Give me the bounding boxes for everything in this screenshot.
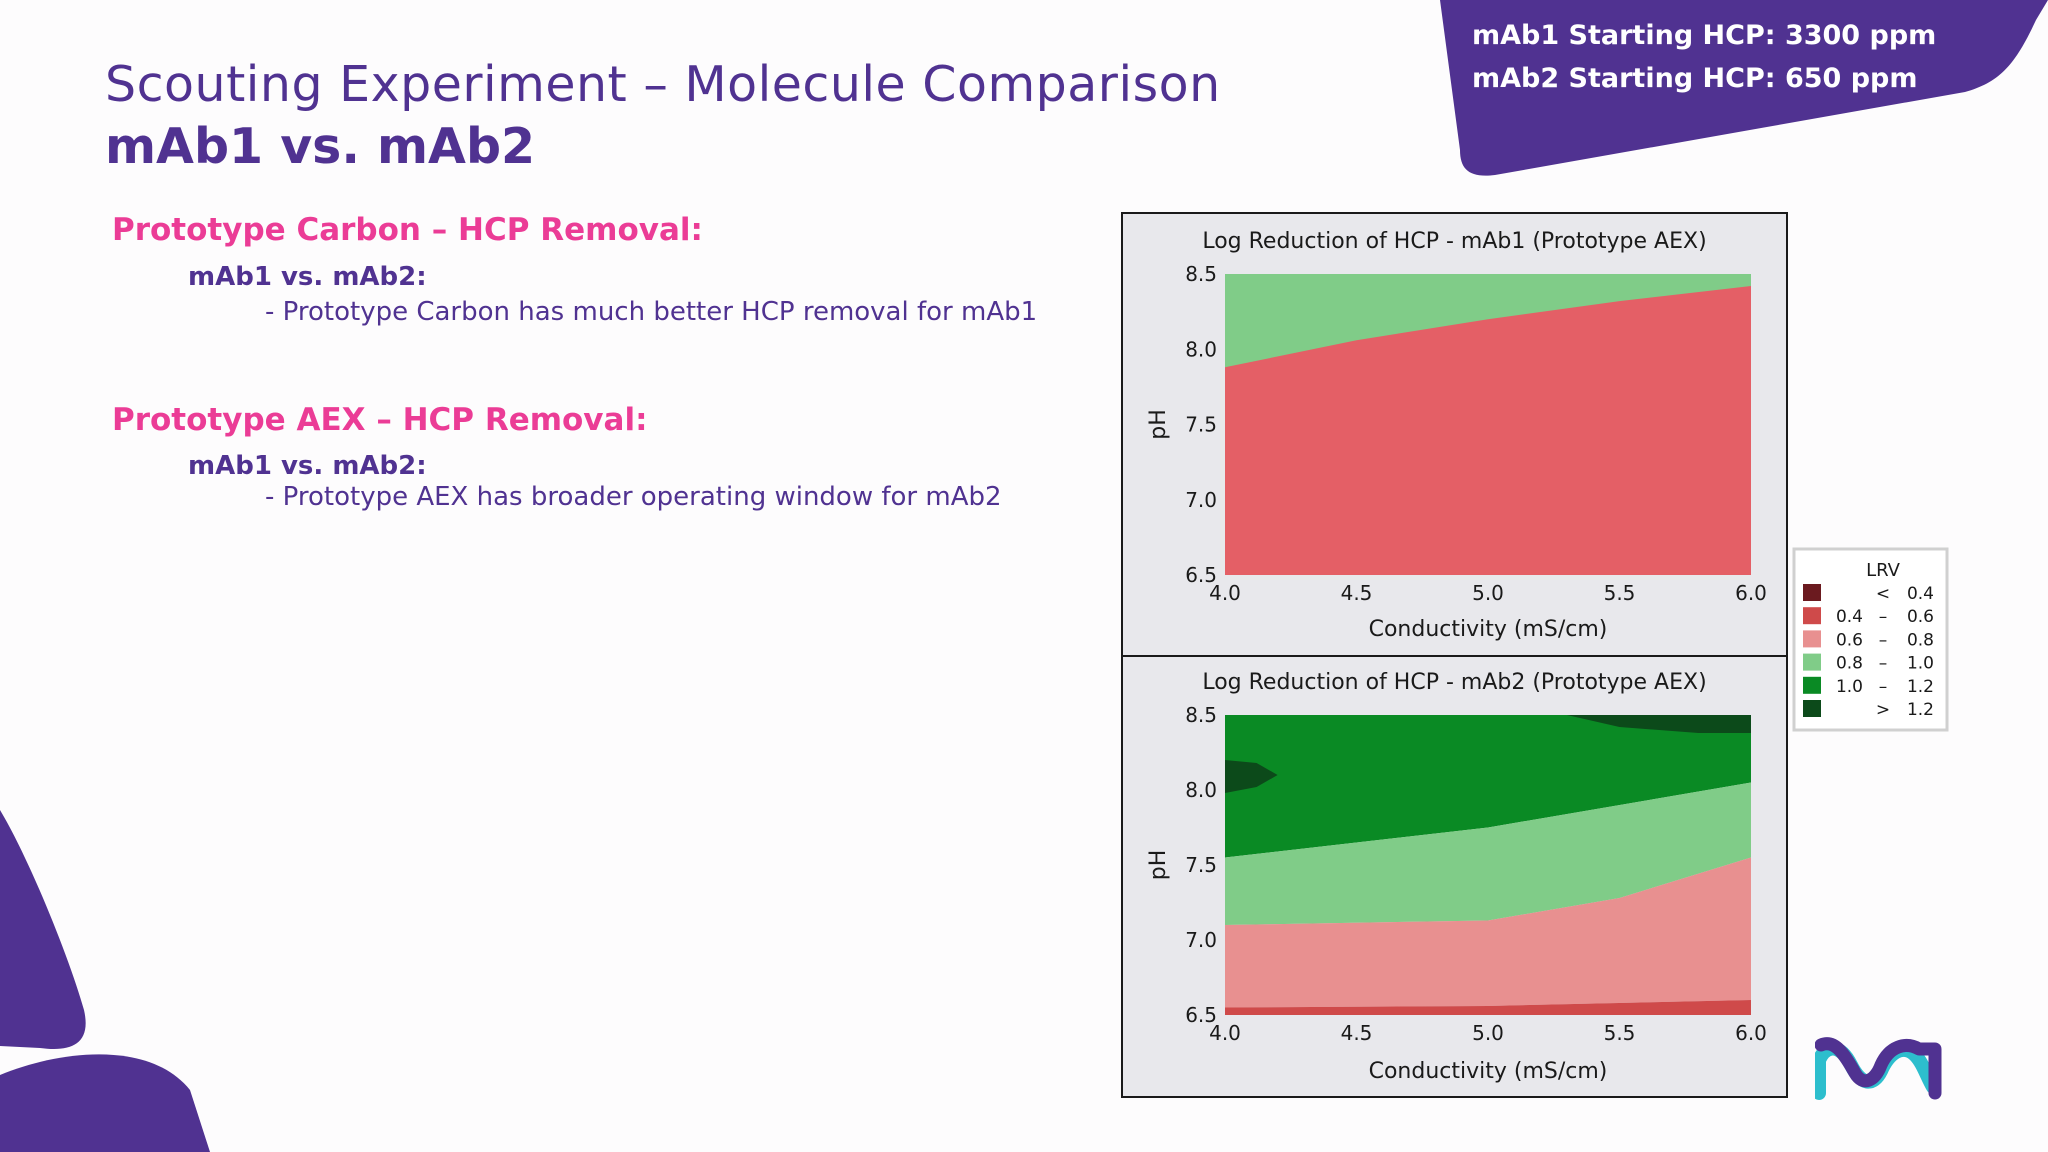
x-tick-label: 5.5 <box>1604 581 1636 605</box>
legend-swatch <box>1803 653 1821 671</box>
y-tick-label: 7.5 <box>1185 413 1217 437</box>
x-tick-label: 6.0 <box>1735 1021 1767 1045</box>
y-tick-label: 8.5 <box>1185 262 1217 286</box>
chart-title: Log Reduction of HCP - mAb2 (Prototype A… <box>1202 670 1706 695</box>
x-tick-label: 4.0 <box>1209 581 1241 605</box>
legend-high: 0.8 <box>1907 630 1934 650</box>
section-sub-aex: mAb1 vs. mAb2: <box>188 451 427 481</box>
legend-low: 0.6 <box>1836 630 1863 650</box>
badge-line-mab2: mAb2 Starting HCP: 650 ppm <box>1472 63 1918 94</box>
y-tick-label: 8.0 <box>1185 337 1217 361</box>
page-subtitle: mAb1 vs. mAb2 <box>105 118 536 175</box>
company-logo <box>1815 1037 1942 1100</box>
legend-high: 0.6 <box>1907 607 1934 627</box>
contour-region-5 <box>1225 760 1278 793</box>
legend-low: 0.8 <box>1836 654 1863 674</box>
legend-high: 1.2 <box>1907 677 1934 697</box>
section-heading-aex: Prototype AEX – HCP Removal: <box>112 402 648 438</box>
y-axis-label: pH <box>1146 409 1171 440</box>
y-tick-label: 7.0 <box>1185 488 1217 512</box>
legend-op: – <box>1879 677 1888 697</box>
contour-region-1 <box>1225 782 1751 925</box>
logo-purple-stroke <box>1815 1037 1942 1100</box>
x-tick-label: 4.5 <box>1341 581 1373 605</box>
left-blob-shape <box>0 810 86 1050</box>
legend-low: 0.4 <box>1836 607 1863 627</box>
legend-high: 0.4 <box>1907 584 1934 604</box>
legend-op: – <box>1879 654 1888 674</box>
x-tick-label: 5.0 <box>1472 1021 1504 1045</box>
x-axis-label: Conductivity (mS/cm) <box>1369 1059 1608 1084</box>
badge-line-mab1: mAb1 Starting HCP: 3300 ppm <box>1472 20 1937 51</box>
y-tick-label: 6.5 <box>1185 563 1217 587</box>
y-tick-label: 8.0 <box>1185 778 1217 802</box>
y-tick-label: 7.5 <box>1185 853 1217 877</box>
y-axis-label: pH <box>1146 850 1171 881</box>
chart-mab2: Log Reduction of HCP - mAb2 (Prototype A… <box>1146 670 1767 1084</box>
legend-op: < <box>1876 584 1890 604</box>
x-tick-label: 4.0 <box>1209 1021 1241 1045</box>
legend-swatch <box>1803 607 1821 625</box>
x-tick-label: 5.5 <box>1604 1021 1636 1045</box>
section-point-carbon: - Prototype Carbon has much better HCP r… <box>265 297 1038 327</box>
legend-swatch <box>1803 630 1821 648</box>
contour-region-1 <box>1225 286 1751 575</box>
legend-swatch <box>1803 584 1821 601</box>
legend-op: – <box>1879 607 1888 627</box>
legend-swatch <box>1803 700 1821 717</box>
section-sub-carbon: mAb1 vs. mAb2: <box>188 262 427 292</box>
contour-region-4 <box>1566 715 1751 733</box>
legend-high: 1.0 <box>1907 654 1934 674</box>
legend-op: – <box>1879 630 1888 650</box>
x-axis-label: Conductivity (mS/cm) <box>1369 617 1608 642</box>
chart-title: Log Reduction of HCP - mAb1 (Prototype A… <box>1202 229 1706 254</box>
y-tick-label: 6.5 <box>1185 1003 1217 1027</box>
legend-swatch <box>1803 676 1821 694</box>
contour-region-3 <box>1225 1000 1751 1015</box>
contour-region-0 <box>1225 715 1751 858</box>
header-badge-shape <box>1440 0 2048 176</box>
x-tick-label: 5.0 <box>1472 581 1504 605</box>
chart-mab1: Log Reduction of HCP - mAb1 (Prototype A… <box>1146 229 1767 642</box>
x-tick-label: 4.5 <box>1341 1021 1373 1045</box>
y-tick-label: 8.5 <box>1185 703 1217 727</box>
legend-op: > <box>1876 700 1890 720</box>
contour-region-2 <box>1225 857 1751 1008</box>
legend-low: 1.0 <box>1836 677 1863 697</box>
bottom-left-blob-shape <box>0 1054 210 1152</box>
page-title: Scouting Experiment – Molecule Compariso… <box>105 56 1221 113</box>
y-tick-label: 7.0 <box>1185 928 1217 952</box>
legend-title: LRV <box>1866 560 1901 581</box>
section-heading-carbon: Prototype Carbon – HCP Removal: <box>112 212 703 248</box>
x-tick-label: 6.0 <box>1735 581 1767 605</box>
legend-high: 1.2 <box>1907 700 1934 720</box>
section-point-aex: - Prototype AEX has broader operating wi… <box>265 482 1002 512</box>
lrv-legend: LRV< 0.40.4–0.60.6–0.80.8–1.01.0–1.2> 1.2 <box>1792 547 1949 732</box>
